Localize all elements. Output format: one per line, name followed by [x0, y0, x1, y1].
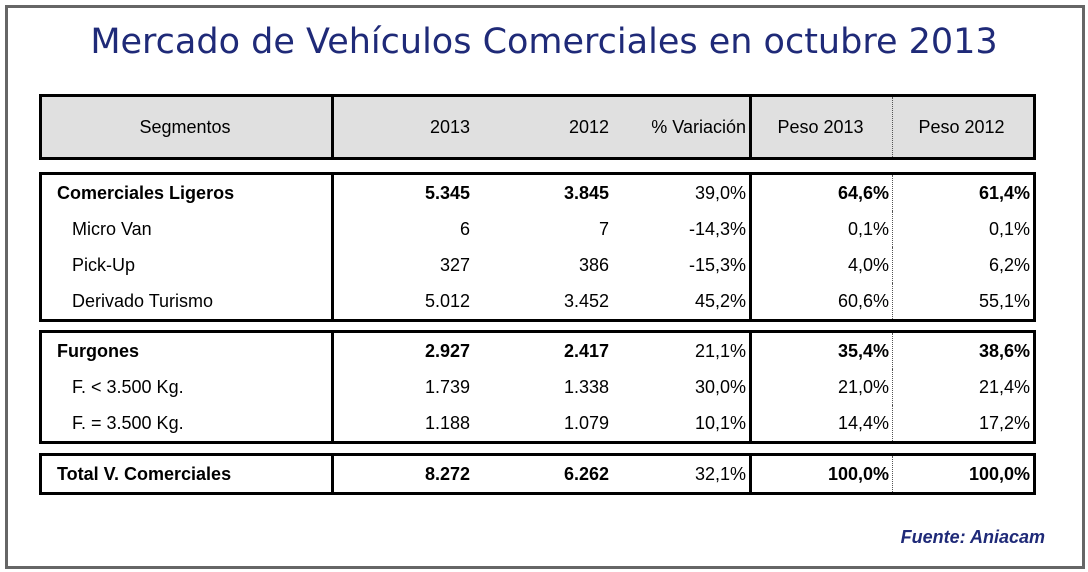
cell-y2013: 1.739 [424, 376, 470, 397]
table-row: Comerciales Ligeros 5.345 3.845 39,0% 64,6% 6… [42, 175, 1033, 211]
cell-variation: 10,1% [614, 405, 752, 441]
cell-y2012: 386 [578, 254, 609, 275]
cell-variation: 39,0% [614, 175, 752, 211]
cell-segment: Pick-Up [42, 247, 334, 283]
cell-peso2013: 14,4% [752, 405, 893, 441]
cell-segment: Total V. Comerciales [42, 456, 334, 492]
cell-peso2012: 61,4% [978, 182, 1030, 203]
cell-peso2013: 100,0% [752, 456, 893, 492]
cell-peso2013: 21,0% [752, 369, 893, 405]
table-row: Micro Van 6 7 -14,3% 0,1% 0,1% [42, 211, 1033, 247]
cell-y2013: 6 [459, 218, 470, 239]
header-segmentos: Segmentos [42, 97, 334, 157]
page-title: Mercado de Vehículos Comerciales en octu… [90, 22, 998, 62]
group-total: Total V. Comerciales 8.272 6.262 32,1% 100,0… [39, 453, 1036, 495]
cell-peso2012: 6,2% [988, 254, 1030, 275]
cell-peso2013: 0,1% [752, 211, 893, 247]
cell-peso2012: 100,0% [968, 463, 1030, 484]
cell-segment: F. < 3.500 Kg. [42, 369, 334, 405]
cell-peso2012: 38,6% [978, 340, 1030, 361]
header-2012: 2012 [568, 116, 609, 137]
cell-segment: Comerciales Ligeros [42, 175, 334, 211]
cell-y2012: 3.452 [563, 290, 609, 311]
group-comerciales-ligeros: Comerciales Ligeros 5.345 3.845 39,0% 64,6% 6… [39, 172, 1036, 322]
cell-y2013: 5.345 [424, 182, 470, 203]
table-row: Pick-Up 327 386 -15,3% 4,0% 6,2% [42, 247, 1033, 283]
cell-y2012: 6.262 [563, 463, 609, 484]
cell-peso2012: 55,1% [978, 290, 1030, 311]
cell-variation: 45,2% [614, 283, 752, 319]
table-row: Derivado Turismo 5.012 3.452 45,2% 60,6% 55,1… [42, 283, 1033, 319]
table-row: Total V. Comerciales 8.272 6.262 32,1% 100,0… [42, 456, 1033, 492]
cell-y2013: 2.927 [424, 340, 470, 361]
cell-variation: 21,1% [614, 333, 752, 369]
cell-segment: F. = 3.500 Kg. [42, 405, 334, 441]
cell-peso2012: 0,1% [988, 218, 1030, 239]
cell-y2013: 1.188 [424, 412, 470, 433]
table-header: Segmentos 2013 2012 % Variación Peso 201… [39, 94, 1036, 160]
cell-y2012: 1.079 [563, 412, 609, 433]
header-variacion: % Variación [614, 97, 752, 157]
cell-peso2013: 64,6% [752, 175, 893, 211]
cell-variation: -15,3% [614, 247, 752, 283]
cell-peso2013: 35,4% [752, 333, 893, 369]
header-peso-2012: Peso 2012 [918, 116, 1005, 137]
cell-segment: Derivado Turismo [42, 283, 334, 319]
cell-variation: 32,1% [614, 456, 752, 492]
cell-segment: Furgones [42, 333, 334, 369]
cell-y2012: 2.417 [563, 340, 609, 361]
cell-y2012: 7 [598, 218, 609, 239]
cell-variation: -14,3% [614, 211, 752, 247]
cell-y2012: 3.845 [563, 182, 609, 203]
cell-variation: 30,0% [614, 369, 752, 405]
cell-segment: Micro Van [42, 211, 334, 247]
cell-y2012: 1.338 [563, 376, 609, 397]
cell-y2013: 8.272 [424, 463, 470, 484]
table-row: Furgones 2.927 2.417 21,1% 35,4% 38,6% [42, 333, 1033, 369]
source-note: Fuente: Aniacam [900, 527, 1045, 547]
header-row: Segmentos 2013 2012 % Variación Peso 201… [42, 97, 1033, 157]
cell-peso2013: 4,0% [752, 247, 893, 283]
header-peso-2013: Peso 2013 [752, 97, 893, 157]
cell-peso2012: 21,4% [978, 376, 1030, 397]
cell-peso2013: 60,6% [752, 283, 893, 319]
group-furgones: Furgones 2.927 2.417 21,1% 35,4% 38,6% F. < 3.… [39, 330, 1036, 444]
cell-y2013: 5.012 [424, 290, 470, 311]
table-row: F. = 3.500 Kg. 1.188 1.079 10,1% 14,4% 17,2% [42, 405, 1033, 441]
cell-y2013: 327 [439, 254, 470, 275]
cell-peso2012: 17,2% [978, 412, 1030, 433]
table-row: F. < 3.500 Kg. 1.739 1.338 30,0% 21,0% 21,4% [42, 369, 1033, 405]
header-2013: 2013 [429, 116, 470, 137]
